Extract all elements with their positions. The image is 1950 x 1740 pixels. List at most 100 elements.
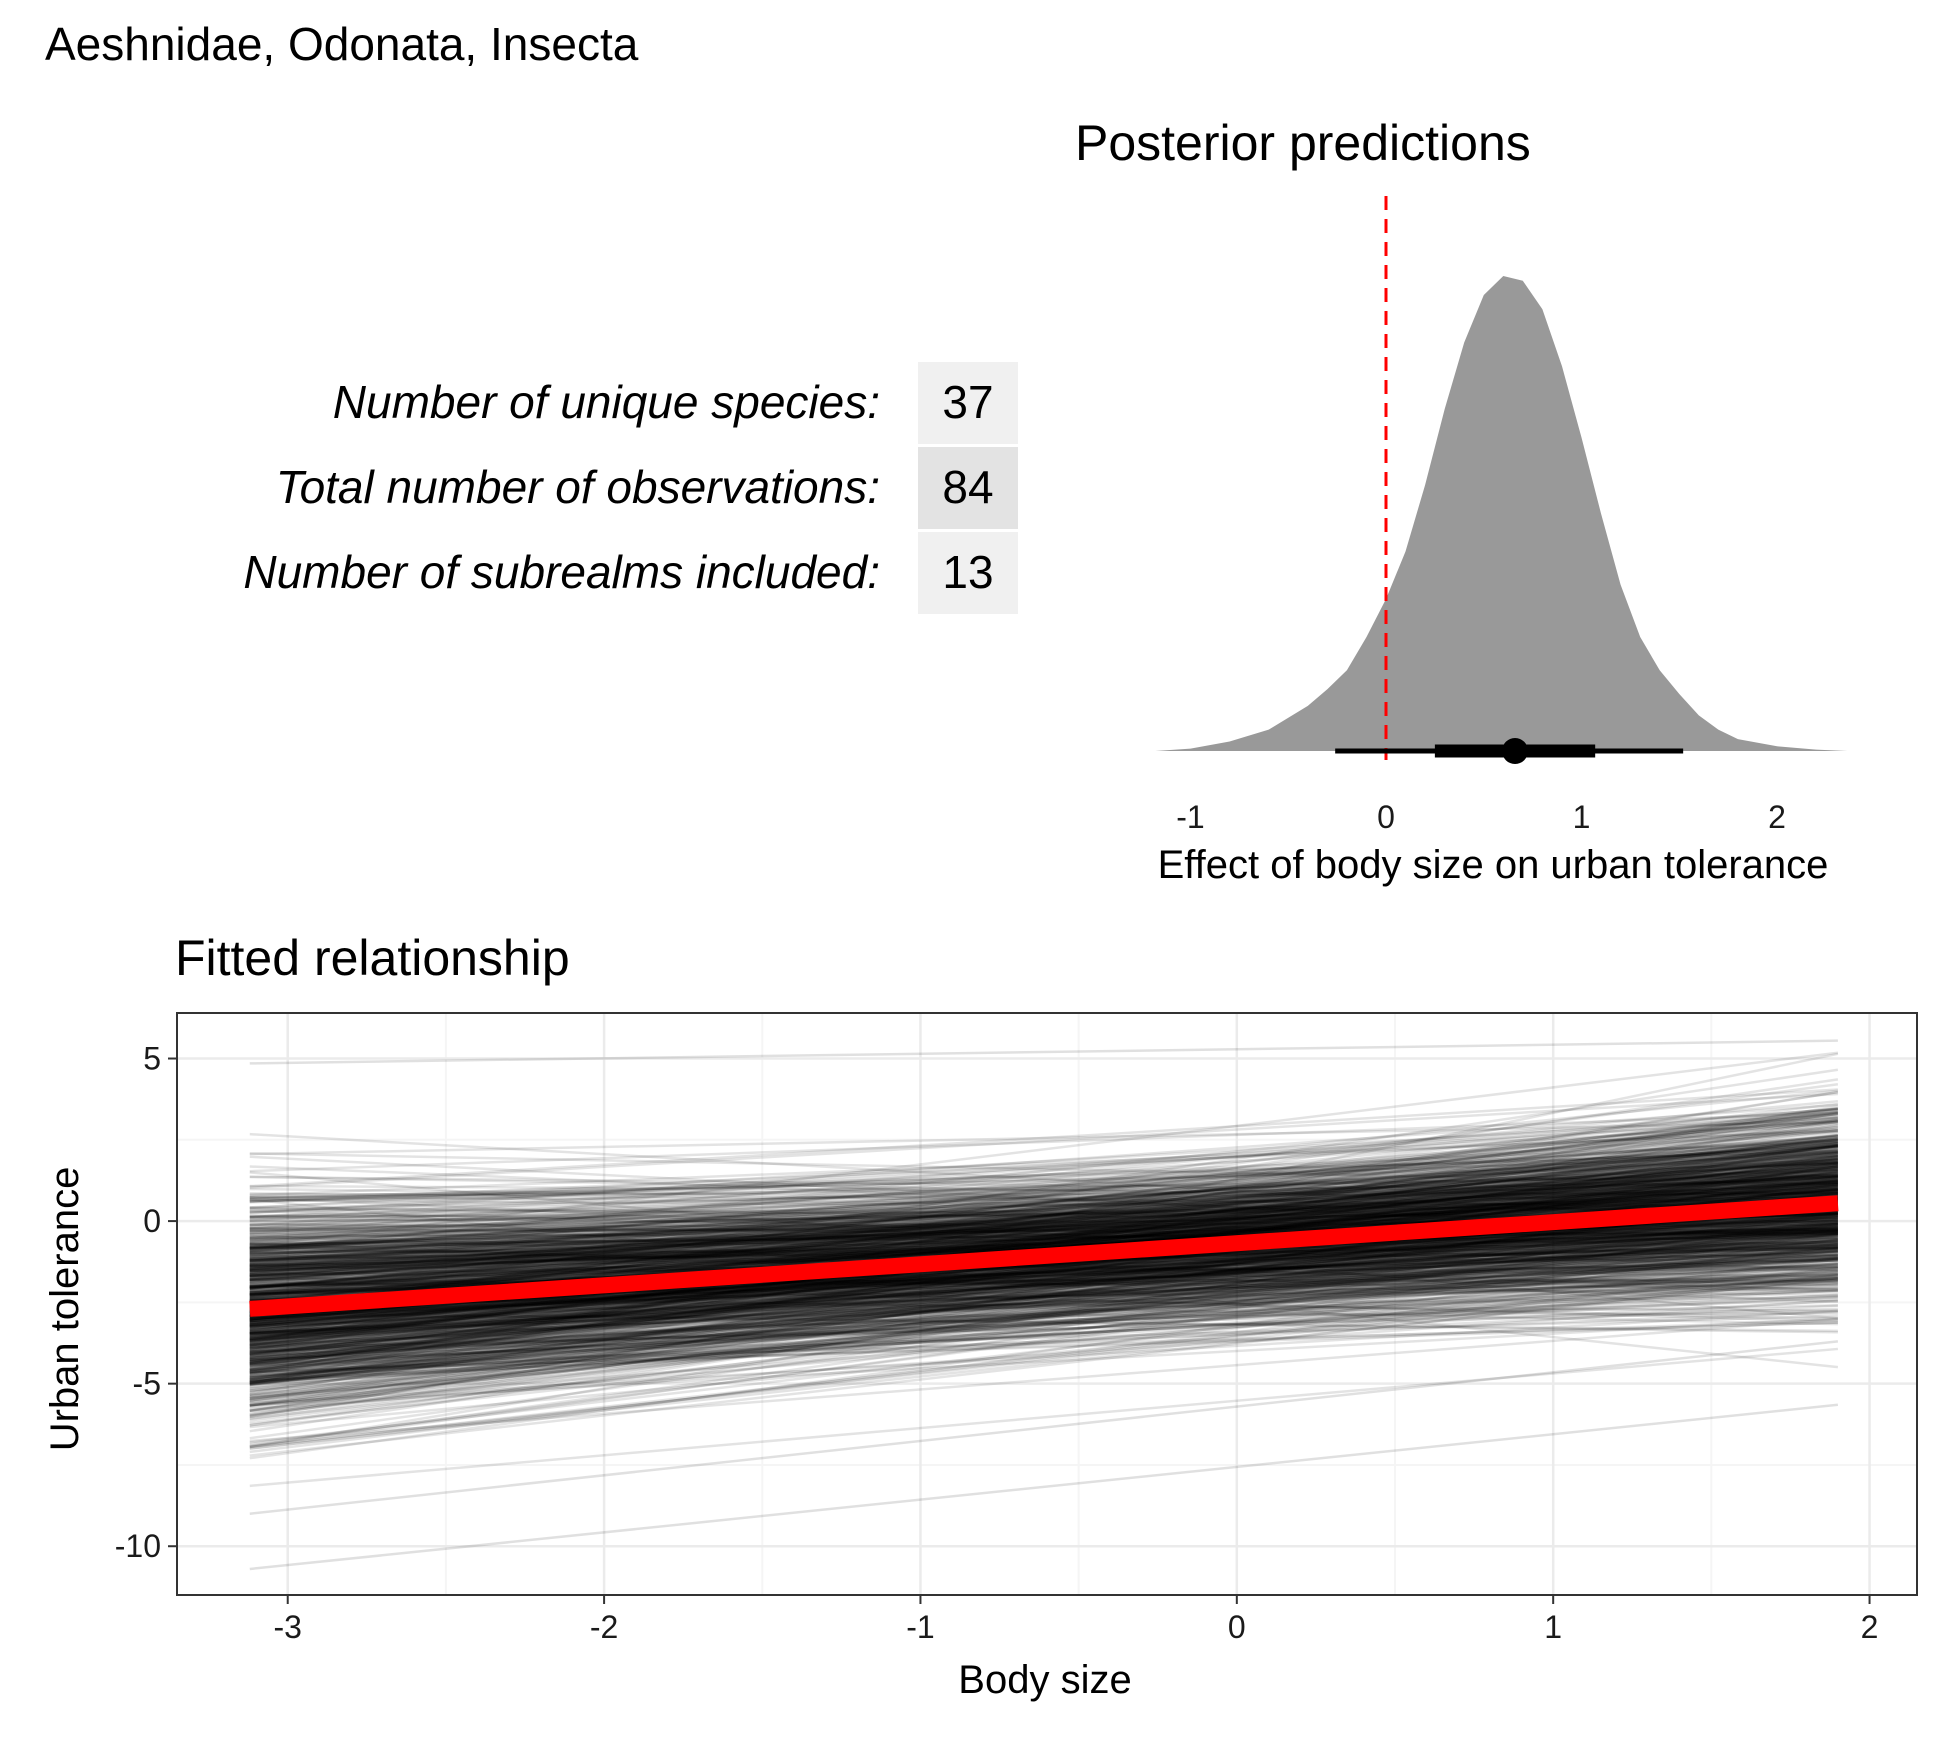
posterior-draw-line — [249, 1078, 1839, 1314]
posterior-draw-line — [249, 1163, 1838, 1267]
posterior-draw-line — [249, 1234, 1838, 1319]
posterior-draw-line — [249, 1214, 1838, 1318]
posterior-draw-line — [249, 1247, 1838, 1350]
posterior-draw-line — [249, 1181, 1838, 1261]
posterior-draw-line — [249, 1257, 1838, 1315]
posterior-draw-line — [249, 1238, 1839, 1384]
posterior-draw-line — [249, 1179, 1839, 1365]
posterior-draw-line — [249, 1212, 1839, 1364]
posterior-draw-line — [249, 1149, 1838, 1200]
posterior-draw-line — [249, 1257, 1838, 1347]
stat-value-species: 37 — [942, 376, 993, 428]
posterior-draw-line — [249, 1232, 1838, 1351]
posterior-draw-line — [249, 1180, 1838, 1290]
posterior-draw-line — [249, 1227, 1838, 1256]
posterior-draw-line — [249, 1213, 1838, 1332]
posterior-draw-line — [249, 1257, 1839, 1389]
posterior-draw-line — [249, 1222, 1839, 1372]
posterior-draw-line — [249, 1228, 1838, 1236]
posterior-draw-line — [249, 1241, 1838, 1319]
posterior-draw-line — [249, 1136, 1839, 1348]
posterior-draw-line — [249, 1222, 1838, 1246]
posterior-draw-line — [249, 1218, 1838, 1323]
posterior-draw-line — [249, 1154, 1839, 1335]
posterior-draw-line — [249, 1165, 1838, 1275]
posterior-draw-line — [249, 1155, 1839, 1335]
posterior-draw-line — [249, 1236, 1839, 1356]
posterior-draw-line — [249, 1127, 1839, 1258]
posterior-draw-line — [249, 1152, 1839, 1289]
mean-fit-line — [249, 1195, 1839, 1317]
posterior-draw-line — [249, 1243, 1839, 1366]
posterior-draw-line — [249, 1135, 1839, 1350]
posterior-draw-line — [249, 1183, 1838, 1249]
posterior-draw-line — [249, 1222, 1839, 1409]
posterior-draw-line — [249, 1144, 1839, 1340]
posterior-draw-line — [249, 1174, 1838, 1230]
fitted-x-label: Body size — [958, 1658, 1131, 1702]
posterior-draw-line — [249, 1199, 1838, 1245]
posterior-draw-line — [249, 1176, 1838, 1262]
posterior-draw-line — [249, 1113, 1839, 1270]
posterior-draw-line — [249, 1235, 1839, 1358]
posterior-draw-line — [249, 1180, 1838, 1293]
posterior-draw-line — [249, 1285, 1838, 1386]
posterior-draw-line — [249, 1239, 1839, 1364]
posterior-draw-line — [249, 1201, 1838, 1247]
posterior-draw-line — [249, 1216, 1838, 1235]
posterior-draw-line — [249, 1151, 1838, 1250]
posterior-draw-line — [249, 1171, 1838, 1277]
posterior-draw-line — [249, 1250, 1838, 1311]
posterior-draw-line — [249, 1142, 1839, 1264]
posterior-draw-line — [249, 1271, 1838, 1297]
posterior-draw-line — [249, 1118, 1839, 1312]
posterior-draw-line — [249, 1156, 1839, 1340]
posterior-draw-line — [249, 1215, 1839, 1417]
posterior-draw-line — [249, 1159, 1838, 1278]
posterior-draw-line — [249, 1257, 1838, 1315]
posterior-draw-line — [249, 1160, 1838, 1258]
posterior-draw-line — [249, 1187, 1838, 1302]
posterior-draw-line — [249, 1229, 1838, 1341]
posterior-draw-line — [249, 1164, 1839, 1394]
posterior-draw-line — [249, 1165, 1838, 1250]
posterior-draw-line — [249, 1135, 1839, 1341]
posterior-draw-line — [249, 1256, 1838, 1277]
posterior-draw-line — [249, 1273, 1838, 1321]
posterior-draw-line — [249, 1107, 1839, 1310]
posterior-draw-line — [249, 1212, 1839, 1416]
posterior-draw-line — [249, 1143, 1839, 1285]
posterior-draw-line — [249, 1144, 1839, 1333]
posterior-draw-line — [249, 1135, 1838, 1251]
posterior-draw-line — [249, 1176, 1839, 1353]
posterior-draw-line — [249, 1321, 1838, 1367]
posterior-draw-line — [249, 1317, 1839, 1443]
posterior-draw-line — [249, 1181, 1839, 1305]
posterior-draw-line — [249, 1170, 1839, 1416]
posterior-draw-line — [249, 1225, 1838, 1321]
posterior-draw-line — [249, 1150, 1838, 1241]
posterior-draw-line — [249, 1196, 1839, 1399]
fitted-x-tick-label: -2 — [590, 1609, 618, 1645]
posterior-draw-line — [249, 1312, 1838, 1333]
posterior-x-tick-label: 2 — [1768, 799, 1786, 835]
posterior-draw-line — [249, 1295, 1838, 1374]
fitted-y-tick-label: -10 — [115, 1528, 161, 1564]
posterior-draw-line — [249, 1273, 1839, 1413]
posterior-draw-line — [249, 1132, 1838, 1226]
posterior-draw-line — [249, 1155, 1839, 1280]
posterior-draw-line — [249, 1179, 1838, 1255]
posterior-draw-line — [249, 1168, 1838, 1256]
posterior-draw-line — [249, 1273, 1839, 1448]
posterior-draw-line — [249, 1179, 1838, 1295]
posterior-draw-line — [249, 1246, 1838, 1319]
posterior-draw-line — [249, 1180, 1838, 1273]
posterior-draw-line — [249, 1107, 1839, 1251]
posterior-draw-line — [249, 1307, 1838, 1350]
stat-label-subrealms: Number of subrealms included: — [243, 546, 880, 598]
posterior-draw-line — [249, 1181, 1838, 1199]
posterior-draw-line — [249, 1231, 1838, 1318]
posterior-draw-line — [249, 1283, 1838, 1386]
posterior-draw-line — [249, 1221, 1839, 1350]
posterior-draw-line — [249, 1229, 1838, 1246]
